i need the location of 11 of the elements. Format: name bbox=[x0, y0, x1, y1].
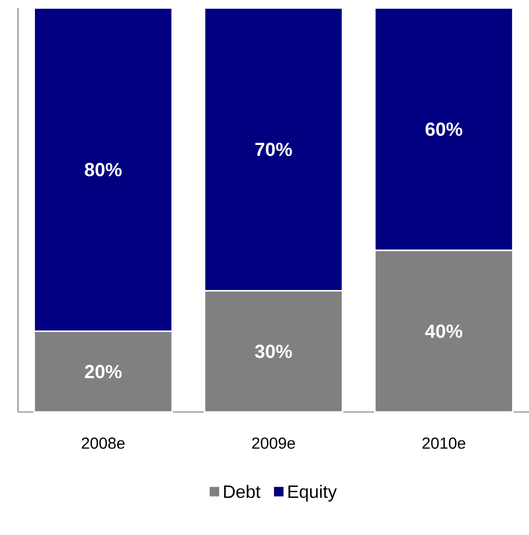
legend-label: Debt bbox=[224, 484, 260, 498]
data-label: 40% bbox=[425, 324, 462, 338]
data-label: 30% bbox=[254, 344, 292, 358]
data-label: 60% bbox=[426, 122, 462, 136]
x-tick-label: 2009e bbox=[252, 438, 295, 449]
legend-label: Equity bbox=[288, 484, 337, 502]
data-label: 20% bbox=[84, 364, 122, 378]
data-label: 80% bbox=[84, 162, 122, 176]
x-tick-label: 2008e bbox=[82, 438, 125, 449]
x-tick-label: 2010e bbox=[422, 438, 466, 449]
data-label: 70% bbox=[255, 142, 292, 156]
